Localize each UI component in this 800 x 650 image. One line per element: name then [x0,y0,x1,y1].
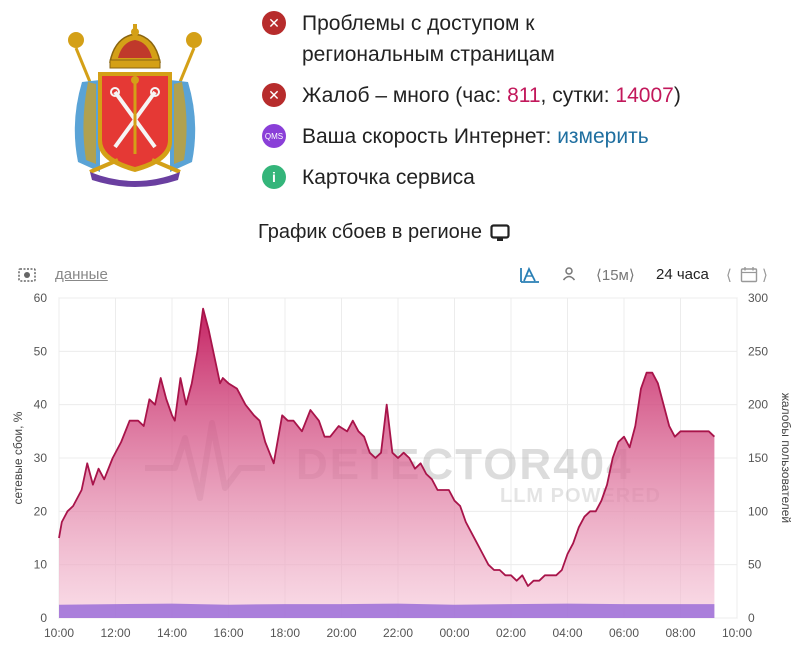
y2-tick-label: 300 [748,291,768,305]
y2-tick-label: 50 [748,558,762,572]
x-tick-label: 16:00 [213,626,243,640]
measure-speed-link[interactable]: измерить [557,125,649,148]
x-tick-label: 00:00 [439,626,469,640]
service-card-row[interactable]: i Карточка сервиса [262,162,792,193]
x-tick-label: 12:00 [100,626,130,640]
x-tick-label: 02:00 [496,626,526,640]
interval-15m-button[interactable]: ⟨15м⟩ [596,267,635,284]
baseline-fill [59,603,715,618]
chart-title: График сбоев в регионе [258,221,510,244]
close-circle-icon: ✕ [262,83,286,107]
series-area [58,307,716,618]
info-icon: i [262,165,286,189]
data-link[interactable]: данные [55,266,108,283]
access-problems-text: Проблемы с доступом к региональным стран… [302,12,555,66]
y-tick-label: 50 [34,344,48,358]
x-tick-label: 20:00 [326,626,356,640]
complaints-prefix: Жалоб – много (час: [302,84,508,107]
chart-title-text: График сбоев в регионе [258,221,482,243]
y-axis-label: сетевые сбои, % [11,411,25,504]
access-problems-row: ✕ Проблемы с доступом к региональным стр… [262,8,792,70]
complaints-day-value: 14007 [615,84,674,107]
y2-tick-label: 100 [748,504,768,518]
chart-toolbar: данные ⟨15м⟩ 24 часа ⟨ ⟩ [0,262,800,288]
y2-tick-label: 250 [748,344,768,358]
y-tick-label: 60 [34,291,48,305]
speed-row: QMS Ваша скорость Интернет: измерить [262,121,792,152]
x-tick-label: 14:00 [157,626,187,640]
y-tick-label: 0 [40,611,47,625]
speed-label: Ваша скорость Интернет: [302,125,558,148]
x-axis-ticks: 10:00 12:00 14:00 16:00 18:00 20:00 22:00 00:00… [44,626,752,640]
series-baseline [59,603,715,618]
interval-15m-label: 15м [601,267,629,284]
y2-tick-label: 150 [748,451,768,465]
close-circle-icon: ✕ [262,11,286,35]
chevron-left-icon[interactable]: ⟨ [726,267,732,284]
y2-axis-label: жалобы пользователей [779,393,793,523]
speed-text: Ваша скорость Интернет: измерить [302,121,649,152]
area-fill [59,308,715,618]
y-tick-label: 10 [34,558,48,572]
user-icon[interactable] [562,266,576,282]
camera-icon[interactable] [18,266,36,282]
interval-24h-button[interactable]: 24 часа [656,266,709,283]
complaints-mid: , сутки: [540,84,616,107]
calendar-icon[interactable] [740,266,758,283]
x-tick-label: 06:00 [609,626,639,640]
x-tick-label: 10:00 [722,626,752,640]
area-line [58,307,716,587]
y2-tick-label: 0 [748,611,755,625]
x-tick-label: 04:00 [552,626,582,640]
x-tick-label: 08:00 [665,626,695,640]
y-tick-label: 30 [34,451,48,465]
y-tick-label: 40 [34,398,48,412]
status-panel: ✕ Проблемы с доступом к региональным стр… [262,8,792,203]
complaints-row: ✕ Жалоб – много (час: 811, сутки: 14007) [262,80,792,111]
coat-of-arms-icon [68,24,202,187]
chart-area-toggle-icon[interactable] [519,266,541,284]
y-axis-ticks: 0 10 20 30 40 50 60 [34,291,48,625]
x-tick-label: 22:00 [383,626,413,640]
monitor-icon[interactable] [490,223,510,242]
service-card-link[interactable]: Карточка сервиса [302,166,475,189]
y2-axis-ticks: 0 50 100 150 200 250 300 [748,291,768,625]
x-tick-label: 18:00 [270,626,300,640]
complaints-text: Жалоб – много (час: 811, сутки: 14007) [302,80,681,111]
y2-tick-label: 200 [748,398,768,412]
complaints-hour-value: 811 [507,84,541,107]
x-tick-label: 10:00 [44,626,74,640]
complaints-suffix: ) [673,84,681,107]
chevron-right-icon[interactable]: ⟩ [762,267,768,284]
qms-icon: QMS [262,124,286,148]
y-tick-label: 20 [34,504,48,518]
